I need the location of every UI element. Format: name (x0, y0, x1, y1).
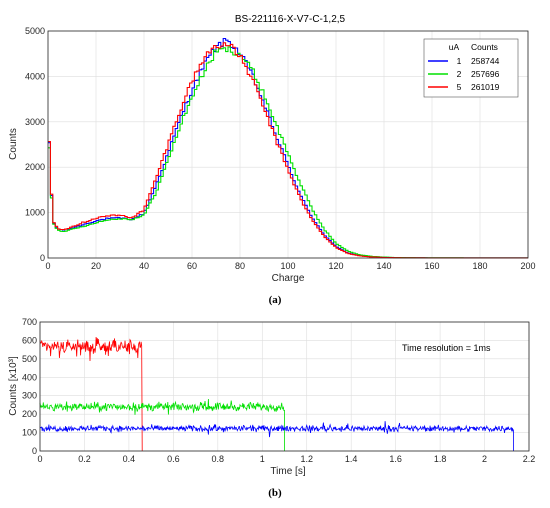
panel-b-y-tick-label: 500 (22, 354, 37, 364)
panel-b-time-series: 0 0.2 0.4 0.6 0.8 1 1.2 1.4 1.6 1.8 2 2.2 0 100 200 300… (8, 317, 535, 499)
panel-a-axes-frame (47, 30, 529, 259)
panel-b-axes-frame (39, 321, 530, 452)
panel-b-x-tick-label: 0.6 (167, 454, 180, 464)
panel-b-x-tick-label: 1.2 (300, 454, 313, 464)
panel-a-legend: uA Counts 1 258744 2 257696 5 261019 (423, 38, 519, 98)
legend-box (423, 38, 519, 98)
panel-a-y-axis-label: Counts (8, 128, 19, 160)
panel-b-y-tick-label: 400 (22, 372, 37, 382)
panel-b-x-tick-label: 1.6 (389, 454, 402, 464)
legend-counts-5: 261019 (471, 82, 500, 92)
panel-b-y-tick-label: 700 (22, 317, 37, 327)
legend-ua-5: 5 (457, 82, 462, 92)
panel-b-tick-labels: 0 0.2 0.4 0.6 0.8 1 1.2 1.4 1.6 1.8 2 2.2 0 100 200 300… (22, 317, 535, 464)
panel-b-x-tick-label: 0.8 (212, 454, 225, 464)
panel-a-x-tick-label: 40 (139, 261, 149, 271)
panel-b-y-tick-label: 0 (32, 446, 37, 456)
panel-a-histogram: BS-221116-X-V7-C-1,2,5 0 20 40 60 80 100 120 14… (8, 14, 536, 306)
panel-a-x-tick-label: 100 (280, 261, 295, 271)
panel-a-x-tick-label: 180 (472, 261, 487, 271)
panel-b-x-tick-label: 2 (482, 454, 487, 464)
panel-a-x-tick-label: 80 (235, 261, 245, 271)
panel-b-x-tick-label: 0 (37, 454, 42, 464)
panel-a-y-tick-label: 0 (40, 253, 45, 263)
legend-header-ua: uA (449, 42, 460, 52)
panel-b-y-tick-label: 600 (22, 335, 37, 345)
legend-counts-1: 258744 (471, 56, 500, 66)
panel-a-x-tick-label: 160 (424, 261, 439, 271)
panel-a-x-tick-label: 140 (376, 261, 391, 271)
legend-header-counts: Counts (471, 42, 498, 52)
panel-b-x-axis-label: Time [s] (270, 466, 305, 477)
panel-a-x-tick-label: 200 (520, 261, 535, 271)
panel-a-x-tick-label: 20 (91, 261, 101, 271)
panel-a-y-tick-label: 4000 (25, 71, 45, 81)
panel-b-x-tick-label: 2.2 (523, 454, 536, 464)
panel-b-x-tick-label: 1.8 (434, 454, 447, 464)
legend-ua-1: 1 (457, 56, 462, 66)
panel-b-y-tick-label: 300 (22, 391, 37, 401)
panel-b-series (39, 336, 514, 452)
panel-b-series-line-3 (39, 421, 514, 451)
legend-counts-2: 257696 (471, 69, 500, 79)
panel-a-x-tick-label: 60 (187, 261, 197, 271)
panel-a-x-axis-label: Charge (272, 273, 305, 284)
panel-a-y-tick-label: 3000 (25, 117, 45, 127)
panel-a-x-tick-label: 120 (328, 261, 343, 271)
panel-a-caption: (a) (269, 294, 282, 306)
panel-b-series-line-2 (39, 398, 285, 451)
panel-b-x-tick-label: 1 (260, 454, 265, 464)
panel-b-y-axis-label: Counts [x10³] (8, 356, 19, 416)
panel-b-y-tick-label: 100 (22, 428, 37, 438)
panel-a-y-tick-label: 2000 (25, 162, 45, 172)
panel-b-x-tick-label: 0.4 (123, 454, 136, 464)
panel-b-x-tick-label: 0.2 (78, 454, 91, 464)
panel-b-series-line-1 (39, 336, 143, 452)
panel-a-x-tick-label: 0 (45, 261, 50, 271)
panel-a-y-tick-label: 5000 (25, 26, 45, 36)
legend-ua-2: 2 (457, 69, 462, 79)
panel-a-title: BS-221116-X-V7-C-1,2,5 (235, 14, 346, 25)
panel-b-annotation: Time resolution = 1ms (402, 343, 491, 353)
panel-a-tick-labels: 0 20 40 60 80 100 120 140 160 180 2000100020003000… (25, 26, 536, 271)
panel-b-caption: (b) (268, 487, 282, 499)
panel-a-y-tick-label: 1000 (25, 208, 45, 218)
panel-b-y-tick-label: 200 (22, 409, 37, 419)
panel-b-x-tick-label: 1.4 (345, 454, 358, 464)
